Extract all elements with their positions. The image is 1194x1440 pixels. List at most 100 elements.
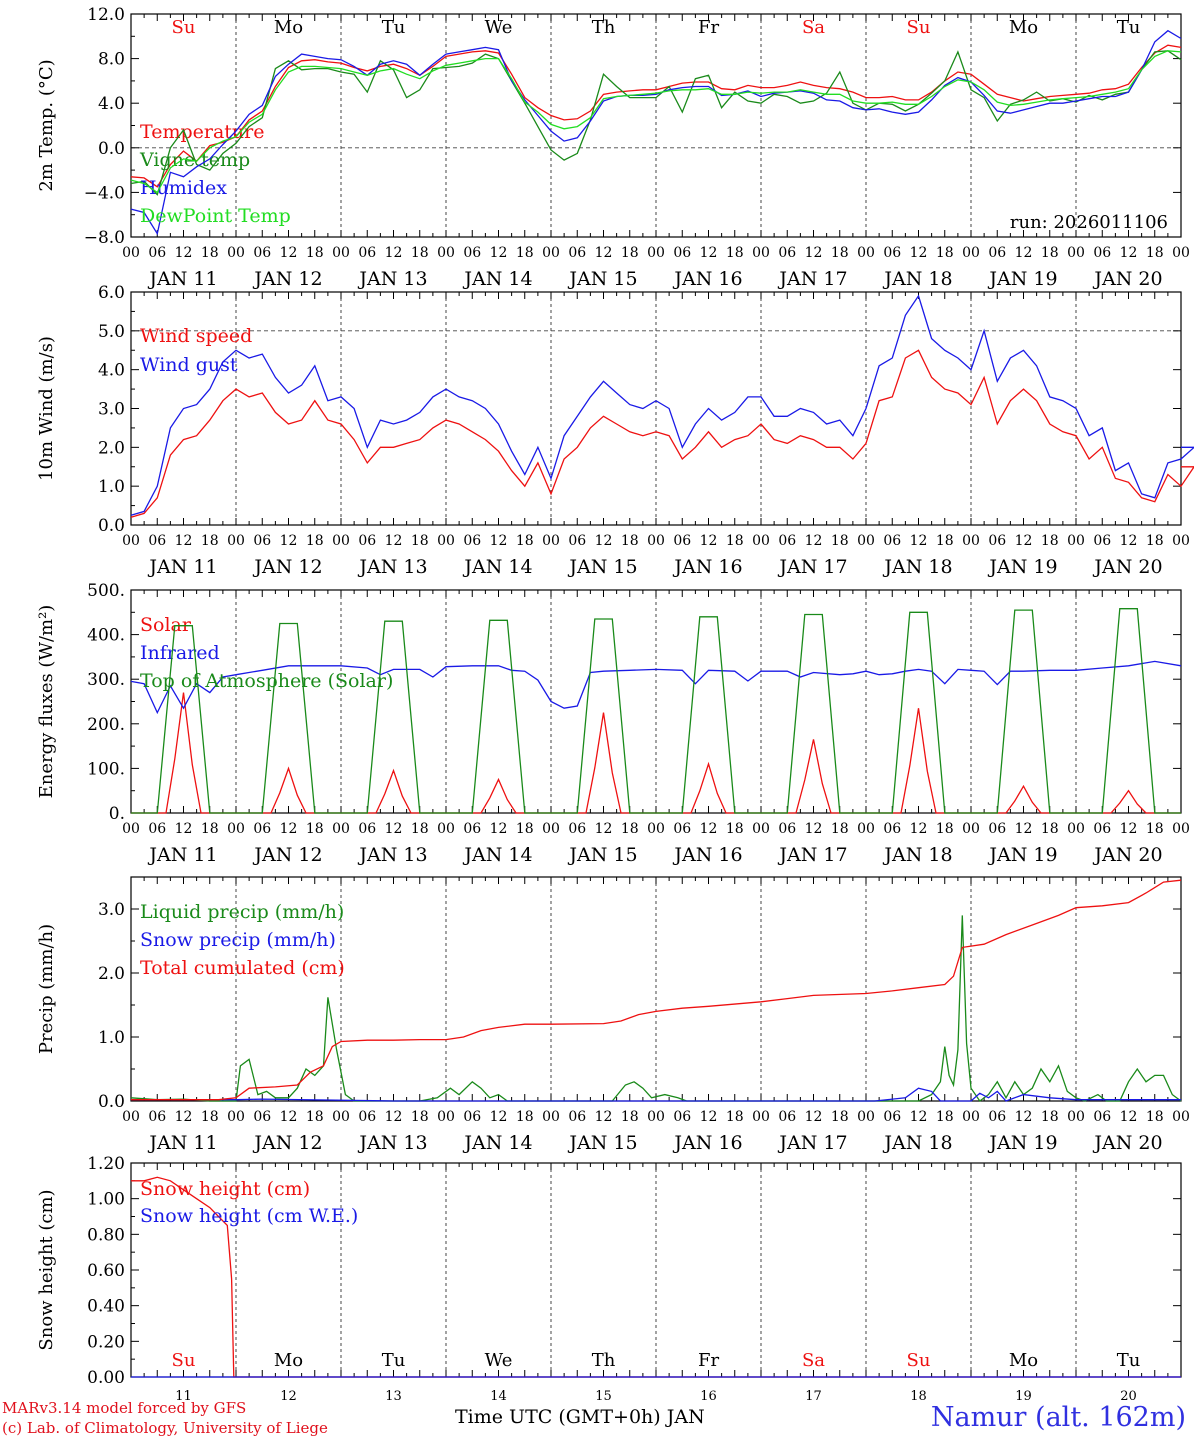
- temp-series-vigne-temp: [130, 50, 1182, 196]
- precip-x-hour-label: 18: [936, 1109, 954, 1125]
- temp-legend-3: DewPoint Temp: [140, 205, 291, 227]
- precip-x-hour-label: 12: [280, 1109, 298, 1125]
- wind-x-hour-label: 18: [726, 533, 744, 549]
- weekday-label-bottom: Sa: [802, 1350, 825, 1371]
- energy-x-hour-label: 12: [385, 821, 403, 837]
- temp-legend-0: Temperature: [140, 121, 264, 143]
- energy-x-hour-label: 00: [542, 821, 560, 837]
- precip-legend-2: Total cumulated (cm): [140, 957, 345, 979]
- precip-x-hour-label: 00: [542, 1109, 560, 1125]
- wind-x-hour-label: 00: [542, 533, 560, 549]
- precip-y-tick-label: 2.0: [98, 964, 125, 984]
- wind-x-hour-label: 00: [1067, 533, 1085, 549]
- precip-series-liquid-precip-mm-h: [130, 915, 1182, 1102]
- energy-x-hour-label: 06: [988, 821, 1006, 837]
- energy-y-axis-label: Energy fluxes (W/m²): [36, 605, 57, 799]
- wind-x-hour-label: 06: [673, 533, 691, 549]
- precip-x-hour-label: 18: [621, 1109, 639, 1125]
- energy-x-hour-label: 06: [673, 821, 691, 837]
- precip-x-hour-label: 00: [122, 1109, 140, 1125]
- precip-series-snow-precip-mm-h: [131, 1087, 1181, 1102]
- wind-x-hour-label: 06: [253, 533, 271, 549]
- day-number-label: 12: [280, 1389, 297, 1404]
- energy-x-hour-label: 06: [253, 821, 271, 837]
- precip-x-hour-label: 18: [1041, 1109, 1059, 1125]
- precip-x-hour-label: 12: [1015, 1109, 1033, 1125]
- x-axis-title: Time UTC (GMT+0h) JAN: [455, 1406, 705, 1428]
- precip-series-total-cumulated-cm: [131, 879, 1182, 1101]
- wind-x-date-label: JAN 15: [567, 556, 637, 578]
- temp-x-hour-label: 18: [1041, 245, 1059, 261]
- temp-x-hour-label: 00: [752, 245, 770, 261]
- temp-y-tick-label: −8.0: [84, 228, 125, 248]
- wind-x-date-label: JAN 12: [252, 556, 322, 578]
- temp-x-hour-label: 06: [358, 245, 376, 261]
- energy-x-hour-label: 18: [1041, 821, 1059, 837]
- weekday-label-bottom: Su: [907, 1350, 931, 1371]
- wind-x-hour-label: 00: [227, 533, 245, 549]
- precip-x-hour-label: 12: [1120, 1109, 1138, 1125]
- wind-x-hour-label: 06: [568, 533, 586, 549]
- precip-x-hour-label: 12: [490, 1109, 508, 1125]
- snow-series-snow-height-cm: [131, 1176, 1181, 1378]
- energy-x-hour-label: 18: [621, 821, 639, 837]
- precip-x-hour-label: 06: [778, 1109, 796, 1125]
- energy-x-hour-label: 06: [463, 821, 481, 837]
- wind-x-hour-label: 18: [306, 533, 324, 549]
- temp-x-hour-label: 12: [910, 245, 928, 261]
- precip-x-hour-label: 18: [411, 1109, 429, 1125]
- wind-x-hour-label: 18: [1146, 533, 1164, 549]
- wind-x-hour-label: 12: [595, 533, 613, 549]
- wind-x-date-label: JAN 16: [672, 556, 742, 578]
- wind-y-tick-label: 3.0: [98, 400, 125, 420]
- precip-x-date-label: JAN 17: [777, 1132, 847, 1154]
- precip-x-hour-label: 18: [726, 1109, 744, 1125]
- wind-x-hour-label: 06: [148, 533, 166, 549]
- temp-y-tick-label: −4.0: [84, 183, 125, 203]
- precip-x-hour-label: 00: [437, 1109, 455, 1125]
- temp-x-hour-label: 00: [332, 245, 350, 261]
- temp-x-hour-label: 12: [280, 245, 298, 261]
- energy-x-hour-label: 00: [647, 821, 665, 837]
- precip-x-hour-label: 18: [1146, 1109, 1164, 1125]
- temp-x-hour-label: 18: [516, 245, 534, 261]
- temp-x-date-label: JAN 20: [1092, 268, 1162, 290]
- temp-frame: [130, 13, 1182, 238]
- wind-legend-0: Wind speed: [140, 325, 252, 347]
- energy-x-hour-label: 12: [700, 821, 718, 837]
- temp-x-hour-label: 00: [437, 245, 455, 261]
- temp-x-hour-label: 18: [726, 245, 744, 261]
- wind-x-hour-label: 00: [752, 533, 770, 549]
- precip-x-date-label: JAN 13: [357, 1132, 427, 1154]
- snow-legend-1: Snow height (cm W.E.): [140, 1205, 358, 1227]
- temp-x-hour-label: 12: [385, 245, 403, 261]
- precip-y-axis-label: Precip (mm/h): [36, 924, 57, 1054]
- day-number-label: 16: [700, 1389, 717, 1404]
- wind-x-hour-label: 18: [1041, 533, 1059, 549]
- temp-x-hour-label: 18: [201, 245, 219, 261]
- snow-y-tick-label: 0.20: [87, 1332, 125, 1352]
- wind-x-hour-label: 12: [490, 533, 508, 549]
- day-number-label: 14: [490, 1389, 507, 1404]
- snow-legend-0: Snow height (cm): [140, 1178, 310, 1200]
- day-number-label: 18: [910, 1389, 927, 1404]
- snow-y-tick-label: 1.00: [87, 1190, 125, 1210]
- wind-y-tick-label: 4.0: [98, 361, 125, 381]
- wind-x-date-label: JAN 20: [1092, 556, 1162, 578]
- wind-y-axis-label: 10m Wind (m/s): [36, 336, 57, 481]
- temp-x-hour-label: 06: [988, 245, 1006, 261]
- weekday-label-top: We: [485, 17, 513, 38]
- precip-x-hour-label: 00: [857, 1109, 875, 1125]
- wind-legend-1: Wind gust: [140, 354, 238, 376]
- temp-x-hour-label: 18: [306, 245, 324, 261]
- snow-y-tick-label: 0.00: [87, 1368, 125, 1388]
- precip-x-hour-label: 06: [358, 1109, 376, 1125]
- precip-x-date-label: JAN 18: [882, 1132, 952, 1154]
- precip-x-hour-label: 12: [595, 1109, 613, 1125]
- temp-x-date-label: JAN 13: [357, 268, 427, 290]
- temp-x-hour-label: 12: [805, 245, 823, 261]
- energy-x-hour-label: 18: [201, 821, 219, 837]
- wind-y-tick-label: 6.0: [98, 283, 125, 303]
- wind-x-hour-label: 06: [778, 533, 796, 549]
- temp-y-tick-label: 0.0: [98, 139, 125, 159]
